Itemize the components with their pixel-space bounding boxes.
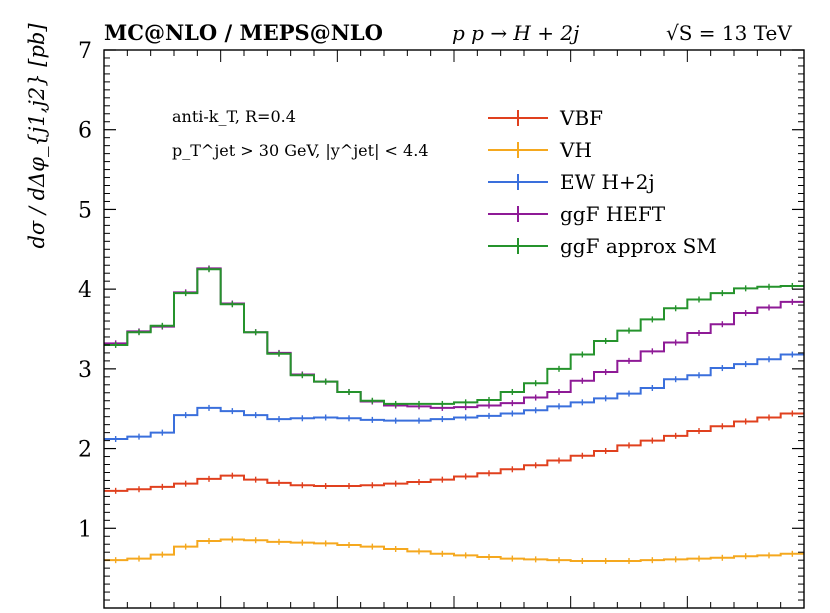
series-line-ggf-approx-sm [104,268,804,405]
series-layer [104,265,804,564]
legend-item-vbf: VBF [488,106,603,130]
series-ew-h-2j [104,351,804,443]
y-tick-label: 1 [78,517,92,542]
series-vh [104,536,804,564]
y-tick-label: 3 [78,358,92,383]
legend-item-ggf-heft: ggF HEFT [488,202,666,226]
legend-label-ggf-heft: ggF HEFT [560,202,666,226]
legend: VBF VH EW H+2j ggF HEFT ggF approx SM [488,106,717,258]
plot-frame [103,49,805,609]
legend-label-vh: VH [559,138,592,162]
header-process: p p → H + 2j [452,21,579,45]
annotation-jet-cuts: p_T^jet > 30 GeV, |y^jet| < 4.4 [172,141,429,160]
series-ggf-approx-sm [104,266,804,407]
legend-item-vh: VH [488,138,592,162]
y-tick-label: 2 [78,438,92,463]
header-generator: MC@NLO / MEPS@NLO [104,20,383,45]
y-tick-label: 5 [78,198,92,223]
annotation-jet-algorithm: anti-k_T, R=0.4 [172,107,296,126]
y-tick-label: 6 [78,119,92,144]
y-axis-label: dσ / dΔφ_{j1,j2} [pb] [25,23,49,249]
series-line-ggf-heft [104,267,804,409]
header-energy: √S = 13 TeV [666,21,792,45]
series-vbf [104,410,804,494]
legend-label-ew-h-2j: EW H+2j [560,170,655,194]
legend-item-ew-h-2j: EW H+2j [488,170,655,194]
legend-label-ggf-approx-sm: ggF approx SM [560,234,717,258]
y-tick-label: 4 [78,278,92,303]
series-line-vbf [104,412,804,492]
series-ggf-heft [104,265,804,411]
axes-layer: 1 2 3 4 5 6 7 [78,39,805,609]
legend-label-vbf: VBF [559,106,603,130]
legend-item-ggf-approx-sm: ggF approx SM [488,234,717,258]
series-line-ew-h-2j [104,353,804,441]
y-tick-label: 7 [78,39,92,64]
